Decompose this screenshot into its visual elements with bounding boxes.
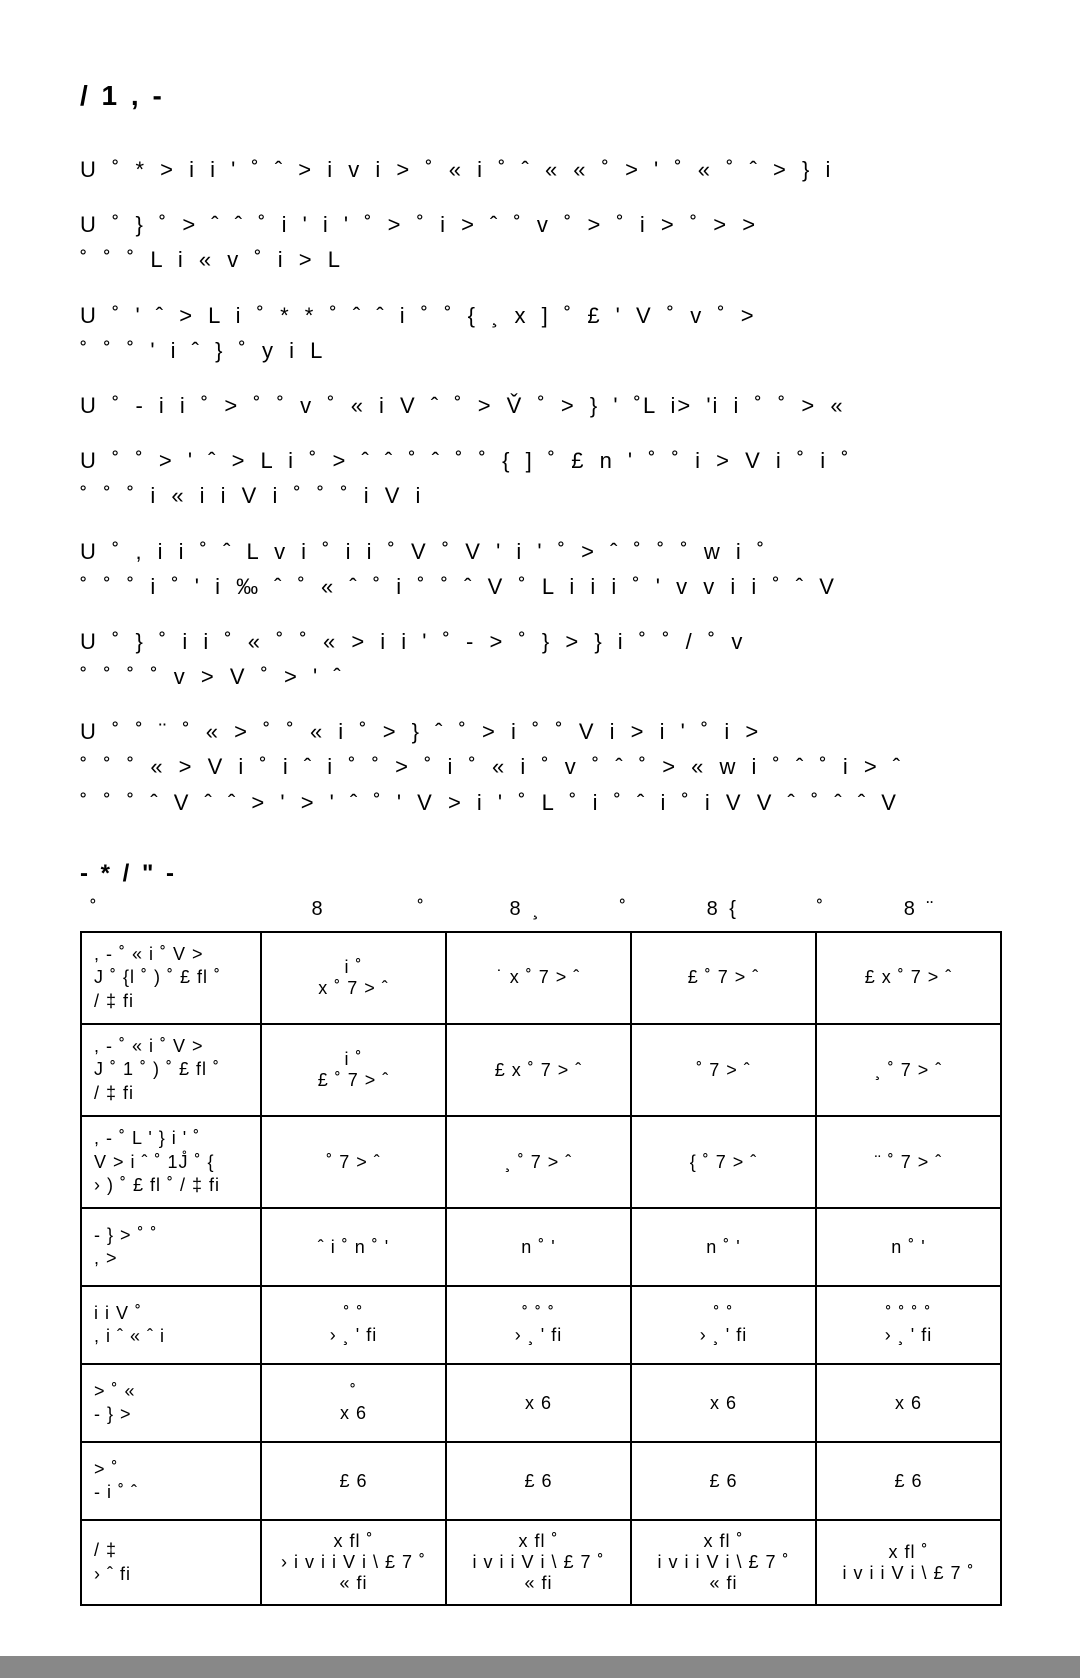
- cell-1-1: £ x ˚ 7 > ˆ: [446, 1024, 631, 1116]
- footer-bar: [0, 1656, 1080, 1678]
- spec-hdr-4: 8 {: [673, 898, 773, 921]
- cell-1-3: ¸ ˚ 7 > ˆ: [816, 1024, 1001, 1116]
- bullet-6: U ˚ } ˚ i i ˚ « ˚ ˚ « > i i ' ˚ - > ˚ } …: [80, 624, 1000, 694]
- cell-6-1: £ 6: [446, 1442, 631, 1520]
- bullet-7: U ˚ ˚ ¨ ˚ « > ˚ ˚ « i ˚ > } ˆ ˚ > i ˚ ˚ …: [80, 714, 1000, 820]
- cell-7-1: x fl ˚ i v i i V i \ £ 7 ˚« fi: [446, 1520, 631, 1605]
- bullet-3: U ˚ - i i ˚ > ˚ ˚ v ˚ « i V ˆ ˚ > V̌ ˚ >…: [80, 388, 1000, 423]
- cell-1-0: i ˚ £ ˚ 7 > ˆ: [261, 1024, 446, 1116]
- cell-5-2: x 6: [631, 1364, 816, 1442]
- spec-table-body: , - ˚ « i ˚ V >J ˚ {l ˚ ) ˚ £ fl ˚/ ‡ fi…: [81, 932, 1001, 1606]
- table-row: i i V ˚, i ˆ « ˆ i ˚ ˚› ¸ ' fi ˚ ˚ ˚› ¸ …: [81, 1286, 1001, 1364]
- cell-4-0: ˚ ˚› ¸ ' fi: [261, 1286, 446, 1364]
- cell-2-3: ¨ ˚ 7 > ˆ: [816, 1116, 1001, 1208]
- cell-3-0: ˆ i ˚ n ˚ ': [261, 1208, 446, 1286]
- cell-4-1: ˚ ˚ ˚› ¸ ' fi: [446, 1286, 631, 1364]
- bullet-list: U ˚ * > i i ' ˚ ˆ > i v i > ˚ « i ˚ ˆ « …: [80, 152, 1000, 820]
- cell-3-2: n ˚ ': [631, 1208, 816, 1286]
- row-label-6: > ˚- i ˚ ˆ: [81, 1442, 261, 1520]
- spec-hdr-2: 8 ¸: [476, 898, 576, 921]
- cell-6-3: £ 6: [816, 1442, 1001, 1520]
- row-label-4: i i V ˚, i ˆ « ˆ i: [81, 1286, 261, 1364]
- table-row: , - ˚ « i ˚ V >J ˚ {l ˚ ) ˚ £ fl ˚/ ‡ fi…: [81, 932, 1001, 1024]
- cell-5-0: ˚ x 6: [261, 1364, 446, 1442]
- cell-7-0: x fl ˚› i v i i V i \ £ 7 ˚« fi: [261, 1520, 446, 1605]
- cell-0-3: £ x ˚ 7 > ˆ: [816, 932, 1001, 1024]
- row-label-5: > ˚ «- } >: [81, 1364, 261, 1442]
- spec-table: , - ˚ « i ˚ V >J ˚ {l ˚ ) ˚ £ fl ˚/ ‡ fi…: [80, 931, 1002, 1607]
- page-title: / 1 , -: [80, 80, 1000, 112]
- cell-3-3: n ˚ ': [816, 1208, 1001, 1286]
- cell-5-1: x 6: [446, 1364, 631, 1442]
- spec-section-title: - * / " -: [80, 860, 1000, 888]
- cell-4-3: ˚ ˚ ˚ ˚› ¸ ' fi: [816, 1286, 1001, 1364]
- row-label-1: , - ˚ « i ˚ V >J ˚ 1 ˚ ) ˚ £ fl ˚/ ‡ fi: [81, 1024, 261, 1116]
- spec-hdr-1: ˚: [377, 898, 467, 921]
- bullet-1: U ˚ } ˚ > ˆ ˆ ˚ i ' i ' ˚ > ˚ i > ˆ ˚ v …: [80, 207, 1000, 277]
- row-label-3: - } > ˚ ˚, >: [81, 1208, 261, 1286]
- spec-hdr-5: ˚: [781, 898, 861, 921]
- bullet-2: U ˚ ' ˆ > L i ˚ * * ˚ ˆ ˆ i ˚ ˚ { ¸ x ] …: [80, 298, 1000, 368]
- cell-6-0: £ 6: [261, 1442, 446, 1520]
- table-row: , - ˚ « i ˚ V >J ˚ 1 ˚ ) ˚ £ fl ˚/ ‡ fi …: [81, 1024, 1001, 1116]
- bullet-5: U ˚ , i i ˚ ˆ L v i ˚ i i ˚ V ˚ V ' i ' …: [80, 534, 1000, 604]
- cell-5-3: x 6: [816, 1364, 1001, 1442]
- cell-0-0: i ˚ x ˚ 7 > ˆ: [261, 932, 446, 1024]
- spec-hdr-6: 8 ¨: [870, 898, 970, 921]
- spec-hdr-0: 8: [269, 898, 369, 921]
- bullet-4: U ˚ ˚ > ' ˆ > L i ˚ > ˆ ˆ ˚ ˆ ˚ ˚ { ] ˚ …: [80, 443, 1000, 513]
- spec-header-row: ˚ 8 ˚ 8 ¸ ˚ 8 { ˚ 8 ¨: [80, 898, 1000, 921]
- row-label-0: , - ˚ « i ˚ V >J ˚ {l ˚ ) ˚ £ fl ˚/ ‡ fi: [81, 932, 261, 1024]
- table-row: > ˚- i ˚ ˆ £ 6 £ 6 £ 6 £ 6: [81, 1442, 1001, 1520]
- cell-1-2: ˚ 7 > ˆ: [631, 1024, 816, 1116]
- cell-3-1: n ˚ ': [446, 1208, 631, 1286]
- cell-2-1: ¸ ˚ 7 > ˆ: [446, 1116, 631, 1208]
- cell-0-2: £ ˚ 7 > ˆ: [631, 932, 816, 1024]
- cell-7-3: x fl ˚ i v i i V i \ £ 7 ˚: [816, 1520, 1001, 1605]
- cell-2-0: ˚ 7 > ˆ: [261, 1116, 446, 1208]
- spec-hdr-3: ˚: [584, 898, 664, 921]
- bullet-0: U ˚ * > i i ' ˚ ˆ > i v i > ˚ « i ˚ ˆ « …: [80, 152, 1000, 187]
- table-row: > ˚ «- } > ˚ x 6 x 6 x 6 x 6: [81, 1364, 1001, 1442]
- table-row: , - ˚ L ' } i ' ˚V > i ˆ ˚ 1J̊ ˚ {› ) ˚ …: [81, 1116, 1001, 1208]
- cell-0-1: ˙ x ˚ 7 > ˆ: [446, 932, 631, 1024]
- row-label-2: , - ˚ L ' } i ' ˚V > i ˆ ˚ 1J̊ ˚ {› ) ˚ …: [81, 1116, 261, 1208]
- table-row: - } > ˚ ˚, > ˆ i ˚ n ˚ ' n ˚ ' n ˚ ' n ˚…: [81, 1208, 1001, 1286]
- cell-6-2: £ 6: [631, 1442, 816, 1520]
- cell-2-2: { ˚ 7 > ˆ: [631, 1116, 816, 1208]
- row-label-7: / ‡› ˆ fi: [81, 1520, 261, 1605]
- table-row: / ‡› ˆ fi x fl ˚› i v i i V i \ £ 7 ˚« f…: [81, 1520, 1001, 1605]
- spec-header-prefix: ˚: [90, 898, 260, 921]
- cell-4-2: ˚ ˚› ¸ ' fi: [631, 1286, 816, 1364]
- cell-7-2: x fl ˚ i v i i V i \ £ 7 ˚« fi: [631, 1520, 816, 1605]
